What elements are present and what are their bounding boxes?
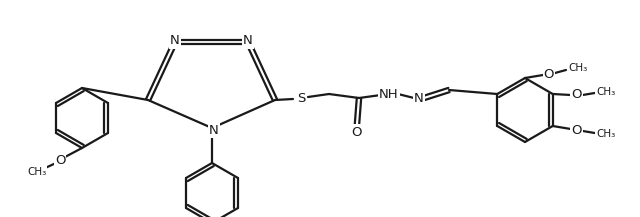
- Text: N: N: [170, 35, 180, 48]
- Text: NH: NH: [379, 87, 399, 100]
- Text: N: N: [209, 123, 219, 136]
- Text: O: O: [352, 125, 362, 138]
- Text: CH₃: CH₃: [596, 87, 615, 97]
- Text: O: O: [55, 153, 65, 166]
- Text: O: O: [544, 67, 554, 81]
- Text: O: O: [572, 123, 582, 136]
- Text: O: O: [572, 89, 582, 102]
- Text: CH₃: CH₃: [28, 167, 47, 177]
- Text: N: N: [414, 92, 424, 105]
- Text: N: N: [243, 35, 253, 48]
- Text: CH₃: CH₃: [596, 129, 615, 139]
- Text: CH₃: CH₃: [568, 63, 588, 73]
- Text: S: S: [297, 92, 305, 105]
